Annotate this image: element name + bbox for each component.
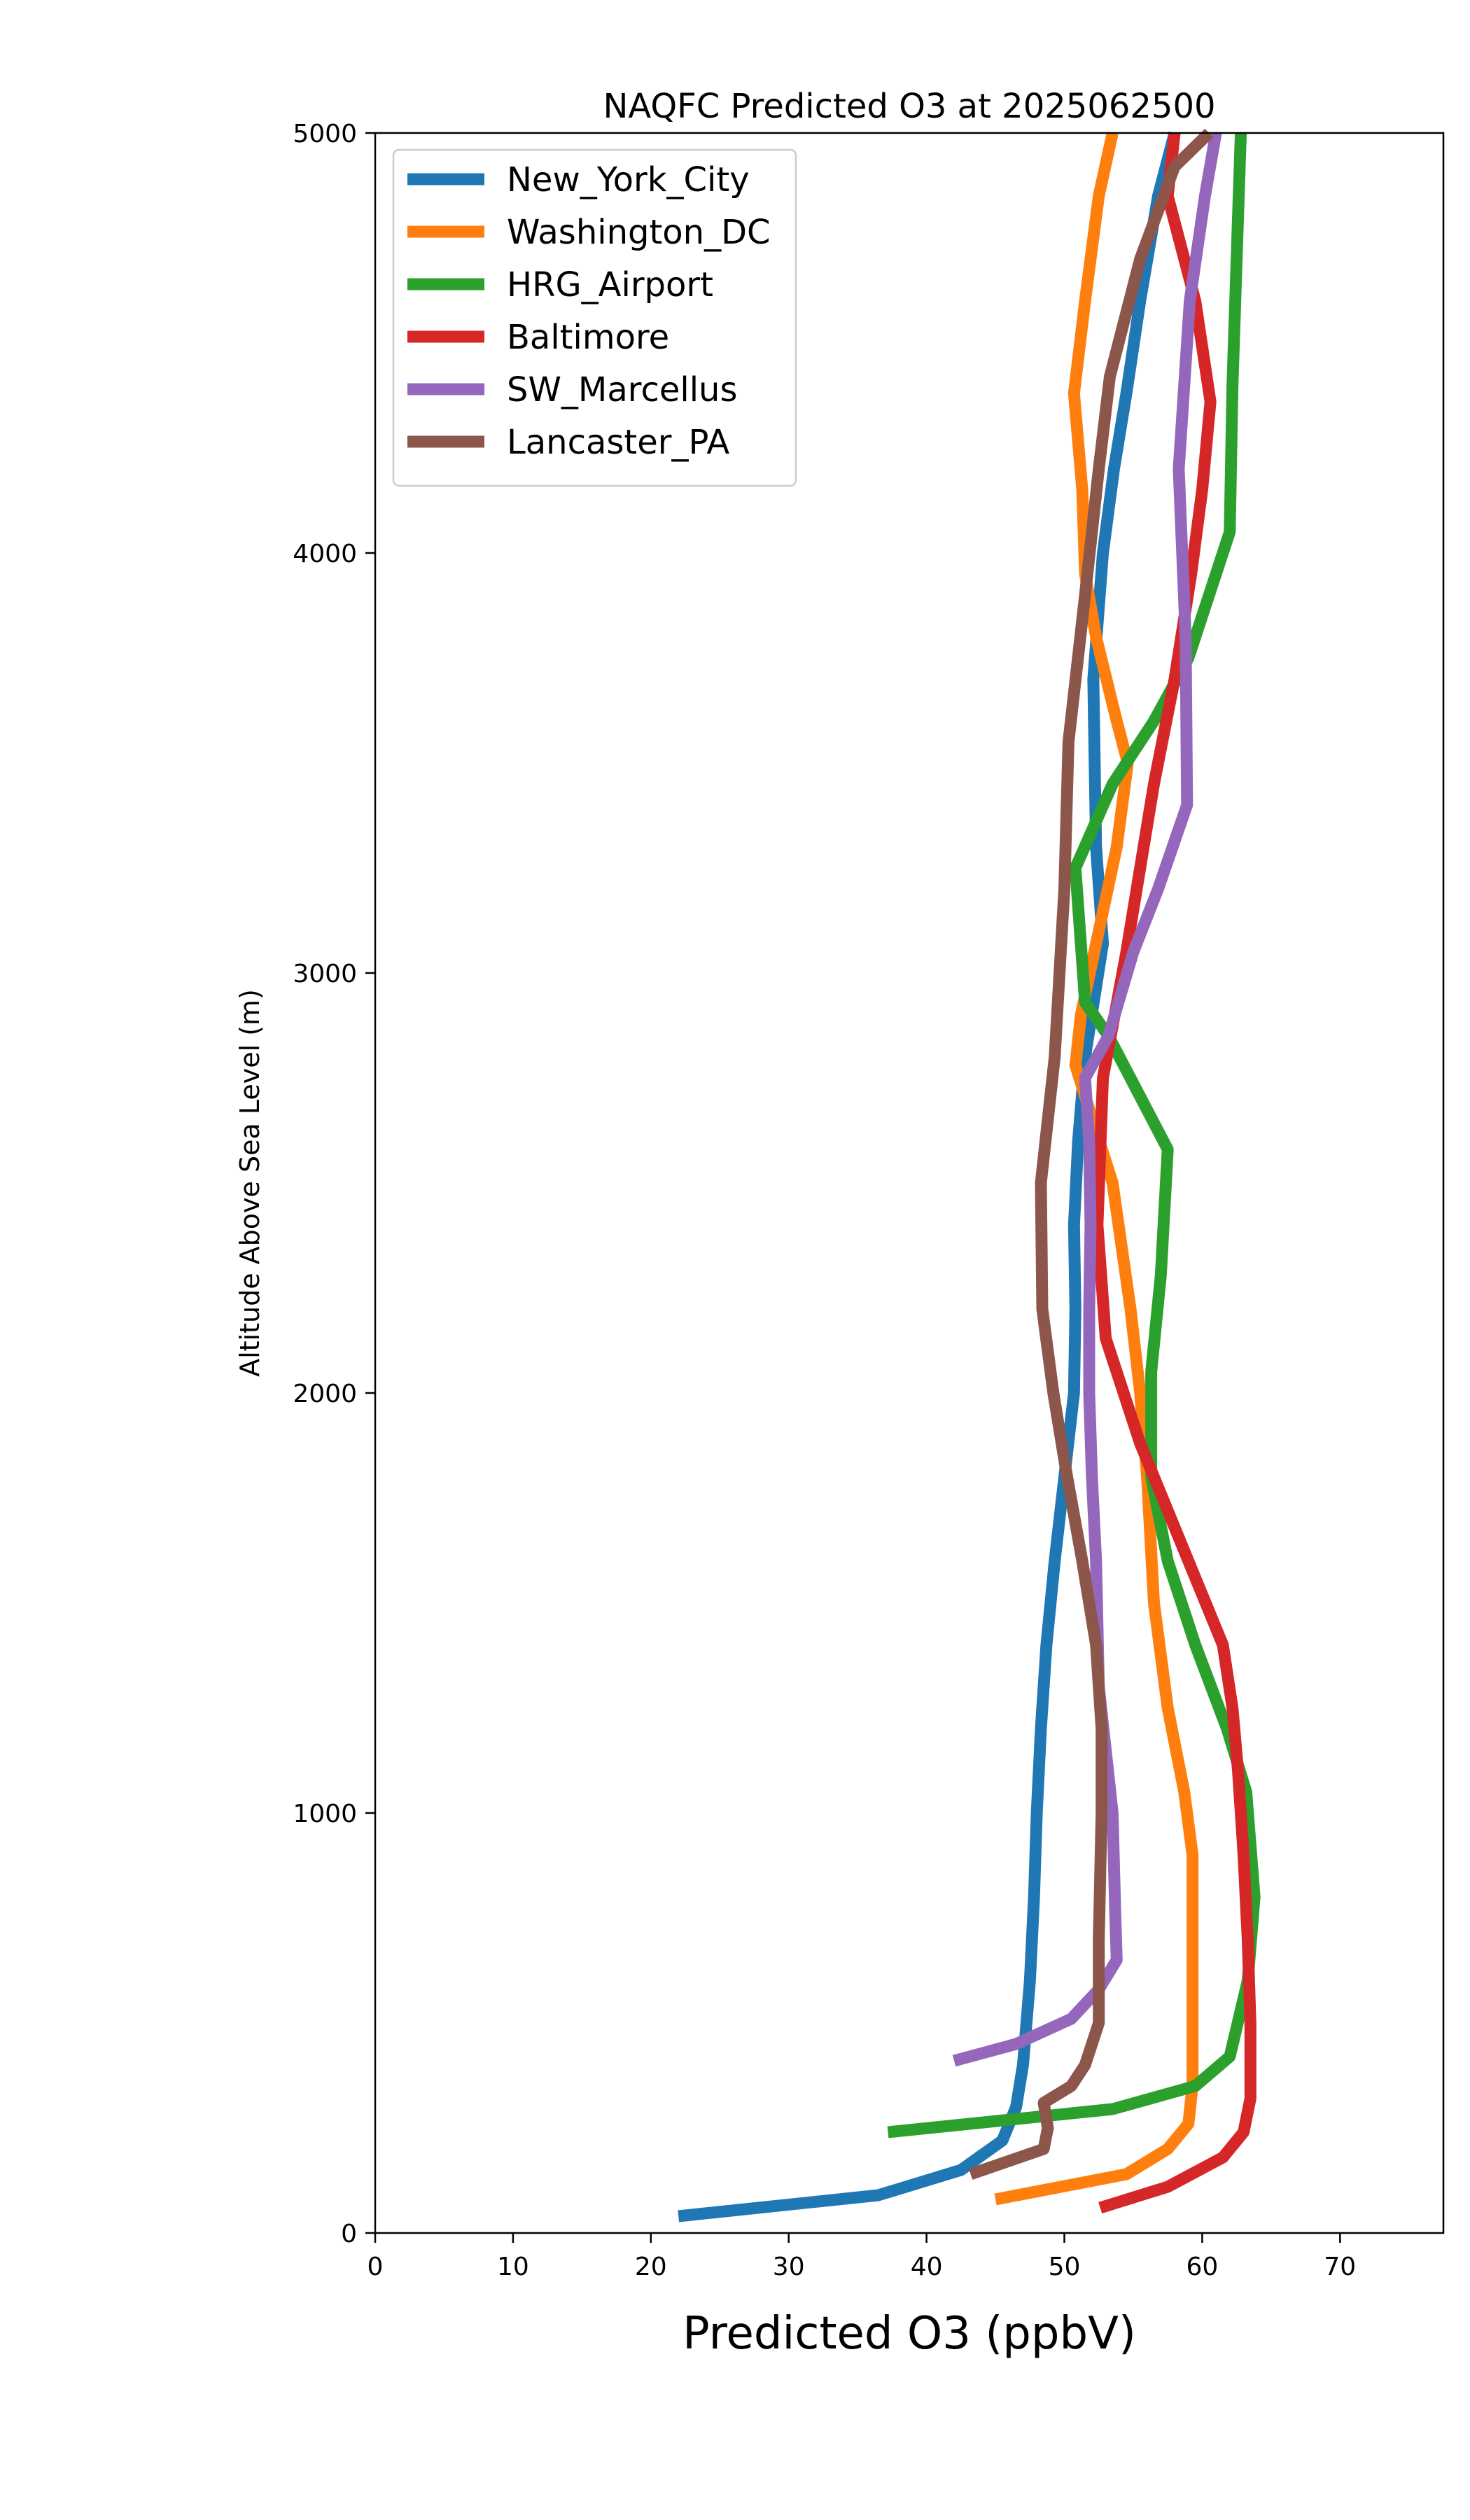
series-line-baltimore [1091, 132, 1256, 2214]
x-tick-label: 50 [1049, 2253, 1081, 2281]
x-tick-label: 30 [773, 2253, 805, 2281]
legend-label-lancaster-pa: Lancaster_PA [507, 423, 729, 462]
y-tick-label: 5000 [293, 120, 357, 148]
legend: New_York_City Washington_DC HRG_Airport Bal… [392, 148, 797, 487]
legend-label-hrg-airport: HRG_Airport [507, 265, 713, 304]
series-line-washington-dc [994, 132, 1199, 2206]
series-line-lancaster-pa [968, 128, 1214, 2180]
frame-layer [374, 132, 1445, 2234]
legend-box [392, 148, 797, 487]
series-line-new-york-city [678, 131, 1181, 2222]
x-tick-label: 60 [1186, 2253, 1219, 2281]
x-axis-label: Predicted O3 (ppbV) [682, 2308, 1136, 2360]
x-tick-label: 0 [368, 2253, 384, 2281]
y-tick-label: 3000 [293, 960, 357, 988]
y-tick-label: 1000 [293, 1800, 357, 1828]
y-tick-label: 2000 [293, 1380, 357, 1408]
legend-label-baltimore: Baltimore [507, 318, 669, 357]
series-line-sw-marcellus [952, 132, 1222, 2067]
x-tick-label: 10 [497, 2253, 529, 2281]
y-tick-label: 0 [341, 2220, 357, 2248]
legend-label-washington-dc: Washington_DC [507, 213, 771, 252]
y-axis-label: Altitude Above Sea Level (m) [234, 989, 265, 1377]
plot-frame [374, 132, 1445, 2234]
x-tick-label: 40 [911, 2253, 943, 2281]
chart-title: NAQFC Predicted O3 at 2025062500 [603, 87, 1215, 126]
axes: 0 10 20 30 40 50 60 70 0 1000 2000 3000 4000 5000 [293, 120, 1356, 2281]
x-tick-label: 20 [635, 2253, 667, 2281]
legend-label-new-york-city: New_York_City [507, 160, 750, 200]
x-tick-label: 70 [1324, 2253, 1356, 2281]
y-tick-label: 4000 [293, 540, 357, 568]
series-layer [678, 128, 1261, 2222]
legend-label-sw-marcellus: SW_Marcellus [507, 370, 737, 410]
